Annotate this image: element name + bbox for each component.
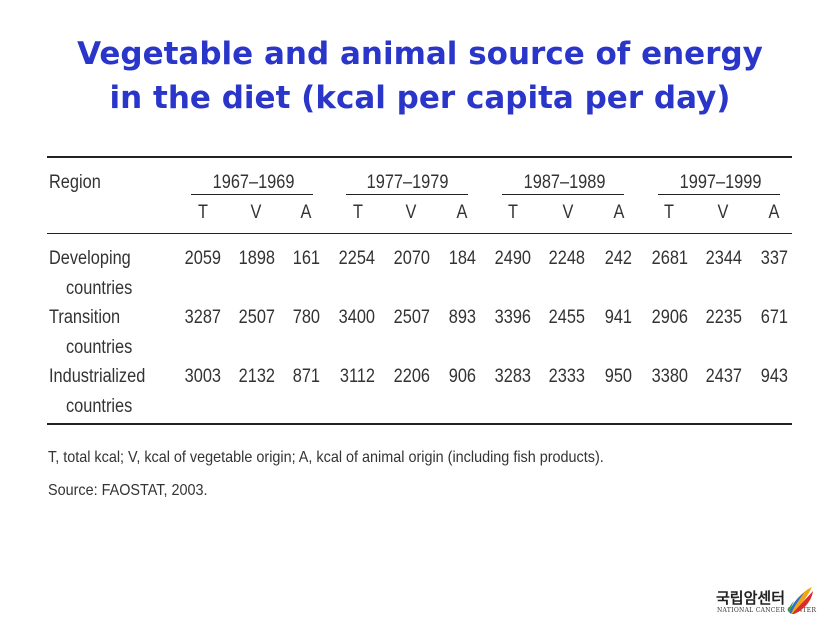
period-underline	[191, 194, 313, 195]
table-cell: 2507	[393, 307, 430, 328]
table-cell: 2906	[651, 307, 688, 328]
table-cell: 2206	[393, 366, 430, 387]
column-subheader: T	[353, 202, 363, 223]
table-cell: 3003	[184, 366, 221, 387]
table-cell: 337	[760, 248, 788, 269]
table-cell: 906	[448, 366, 476, 387]
table-cell: 1898	[238, 248, 275, 269]
row-label-cont: countries	[66, 396, 133, 417]
table-cell: 893	[448, 307, 476, 328]
table-cell: 2490	[494, 248, 531, 269]
period-underline	[502, 194, 624, 195]
table-cell: 2132	[238, 366, 275, 387]
row-label-cont: countries	[66, 337, 133, 358]
logo-english-text: NATIONAL CANCER CENTER	[717, 607, 817, 614]
table-cell: 161	[292, 248, 320, 269]
period-underline	[346, 194, 468, 195]
title-line-1: Vegetable and animal source of energy	[77, 36, 763, 72]
column-subheader: V	[717, 202, 729, 223]
table-top-rule	[47, 156, 792, 158]
table-cell: 950	[604, 366, 632, 387]
column-subheader: A	[768, 202, 780, 223]
column-subheader: T	[664, 202, 674, 223]
table-cell: 2681	[651, 248, 688, 269]
table-cell: 3380	[651, 366, 688, 387]
table-cell: 3283	[494, 366, 531, 387]
ncc-logo-icon	[788, 587, 813, 614]
table-cell: 2254	[338, 248, 375, 269]
table-cell: 871	[292, 366, 320, 387]
table-cell: 2455	[548, 307, 585, 328]
table-cell: 2235	[705, 307, 742, 328]
table-cell: 242	[604, 248, 632, 269]
period-underline	[658, 194, 780, 195]
row-label: Transition	[49, 307, 121, 328]
ncc-logo: 국립암센터 NATIONAL CANCER CENTER	[716, 585, 816, 621]
column-subheader: V	[405, 202, 417, 223]
table-bottom-rule	[47, 423, 792, 425]
table-cell: 3112	[339, 366, 375, 387]
table-cell: 184	[448, 248, 476, 269]
source-note: Source: FAOSTAT, 2003.	[48, 482, 208, 499]
table-cell: 2248	[548, 248, 585, 269]
title-line-2: in the diet (kcal per capita per day)	[109, 80, 731, 116]
logo-korean-text: 국립암센터	[716, 589, 786, 607]
table-cell: 941	[604, 307, 632, 328]
region-header: Region	[49, 172, 101, 193]
column-subheader: T	[508, 202, 518, 223]
slide-title: Vegetable and animal source of energy in…	[0, 32, 840, 120]
table-cell: 2344	[705, 248, 742, 269]
period-header: 1977–1979	[367, 172, 449, 193]
column-subheader: T	[198, 202, 208, 223]
row-label: Industrialized	[49, 366, 146, 387]
column-subheader: A	[456, 202, 468, 223]
table-cell: 3400	[338, 307, 375, 328]
row-label: Developing	[49, 248, 131, 269]
table-cell: 2059	[184, 248, 221, 269]
table-header-rule	[47, 233, 792, 234]
table-cell: 943	[760, 366, 788, 387]
table-cell: 3396	[494, 307, 531, 328]
table-cell: 2507	[238, 307, 275, 328]
table-cell: 2437	[705, 366, 742, 387]
table-cell: 671	[760, 307, 788, 328]
period-header: 1967–1969	[213, 172, 295, 193]
table-cell: 2070	[393, 248, 430, 269]
table-cell: 2333	[548, 366, 585, 387]
column-subheader: A	[300, 202, 312, 223]
period-header: 1997–1999	[680, 172, 762, 193]
table-cell: 780	[292, 307, 320, 328]
row-label-cont: countries	[66, 278, 133, 299]
column-subheader: V	[250, 202, 262, 223]
column-subheader: A	[613, 202, 625, 223]
footnote: T, total kcal; V, kcal of vegetable orig…	[48, 449, 604, 466]
table-cell: 3287	[184, 307, 221, 328]
column-subheader: V	[562, 202, 574, 223]
period-header: 1987–1989	[524, 172, 606, 193]
